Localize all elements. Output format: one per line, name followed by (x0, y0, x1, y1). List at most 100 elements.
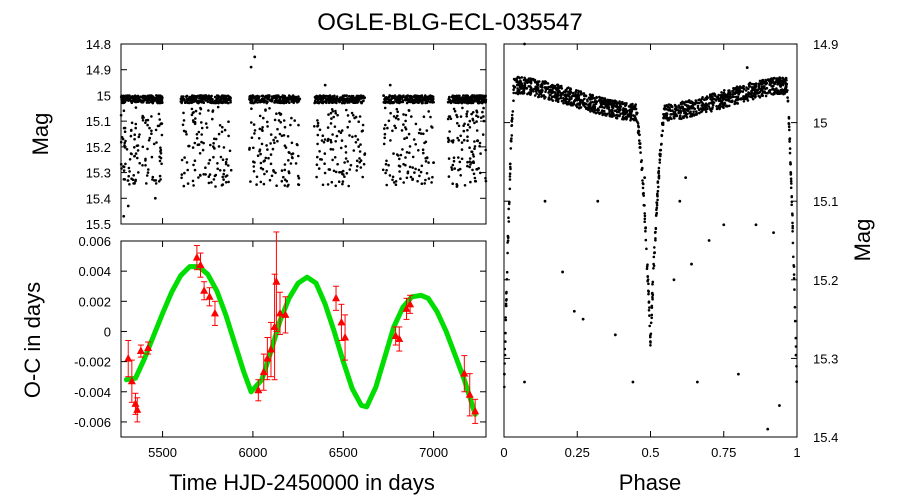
phased-point (665, 114, 668, 118)
lc-point (458, 167, 462, 171)
phased-point (723, 101, 726, 105)
lc-point (323, 138, 327, 141)
phased-point (593, 103, 596, 107)
phased-point (503, 347, 507, 351)
lc-point (197, 130, 201, 134)
lc-point (468, 146, 471, 149)
phased-point (664, 104, 667, 108)
lc-point (333, 156, 337, 159)
lc-point (132, 174, 135, 177)
lc-point (200, 94, 204, 97)
lc-point (159, 148, 163, 152)
lc-point (341, 180, 345, 183)
phased-point (654, 227, 658, 230)
lc-point (343, 94, 346, 97)
phased-point (645, 247, 648, 251)
oc-point (395, 334, 404, 342)
phased-point (613, 104, 616, 108)
phased-point (646, 278, 650, 281)
oc-xtick-label: 5500 (148, 445, 177, 460)
phased-point (509, 147, 513, 150)
phased-point (788, 151, 792, 155)
lc-point (282, 134, 286, 137)
lc-point (452, 156, 456, 159)
phased-point (579, 90, 583, 93)
lc-point (482, 115, 485, 118)
lc-point (136, 149, 140, 152)
oc-xlabel: Time HJD-2450000 in days (169, 470, 435, 495)
phased-point (651, 297, 654, 301)
phased-point (507, 202, 511, 206)
lc-point (282, 119, 286, 122)
lc-point (404, 156, 407, 159)
lc-point (193, 141, 197, 145)
lc-point (338, 171, 341, 174)
phased-frame (503, 43, 798, 438)
lc-point (125, 148, 129, 151)
lc-point (318, 150, 321, 153)
lc-point (250, 107, 253, 110)
lc-point (456, 96, 460, 100)
lc-point (272, 169, 275, 172)
lc-point (468, 119, 472, 123)
lc-point (218, 169, 222, 172)
lc-point (158, 94, 161, 97)
lc-point (417, 131, 421, 135)
lc-point (348, 101, 351, 104)
phased-point (606, 112, 609, 116)
lc-point (462, 129, 466, 133)
lc-point (404, 119, 407, 123)
lc-point (340, 97, 343, 101)
lc-point (460, 148, 464, 151)
lc-point (220, 130, 224, 134)
lc-point (457, 156, 460, 159)
lc-point (343, 175, 346, 178)
phased-point (685, 100, 689, 104)
phased-point (606, 106, 609, 110)
lc-point (222, 178, 225, 181)
phased-point (584, 102, 588, 106)
phased-point (550, 91, 553, 95)
lc-point (133, 146, 136, 149)
lc-point (183, 156, 186, 159)
phased-point (553, 91, 557, 94)
phased-point (598, 95, 601, 99)
lc-point (335, 134, 339, 138)
lc-point (268, 107, 271, 110)
lc-point (402, 123, 405, 126)
lc-point (145, 182, 148, 185)
lc-point (387, 163, 390, 167)
lc-outlier (249, 65, 253, 69)
lc-point (193, 159, 197, 162)
lc-point (224, 181, 228, 184)
lc-point (472, 172, 476, 176)
lc-point (283, 163, 287, 166)
lc-point (156, 95, 159, 98)
lc-point (405, 151, 409, 154)
lc-point (130, 152, 133, 156)
lc-point (431, 175, 434, 179)
phased-outlier (690, 262, 693, 266)
phased-point (696, 104, 700, 108)
lc-point (297, 183, 301, 187)
lc-point (248, 146, 251, 150)
phased-point (732, 87, 735, 90)
lc-point (389, 111, 392, 115)
phased-point (547, 91, 550, 94)
lc-point (289, 162, 293, 165)
lc-point (198, 152, 202, 155)
lc-point (263, 159, 267, 162)
lc-point (388, 174, 392, 177)
lc-point (330, 108, 334, 111)
lc-point (407, 109, 411, 112)
phased-point (728, 89, 731, 92)
lc-point (458, 97, 462, 100)
phased-point (685, 104, 689, 107)
lc-point (346, 97, 349, 100)
lc-point (271, 96, 275, 100)
lc-point (322, 140, 326, 144)
lc-point (319, 158, 322, 161)
phased-point (633, 105, 637, 108)
phased-point (771, 87, 775, 91)
lc-point (430, 181, 433, 184)
